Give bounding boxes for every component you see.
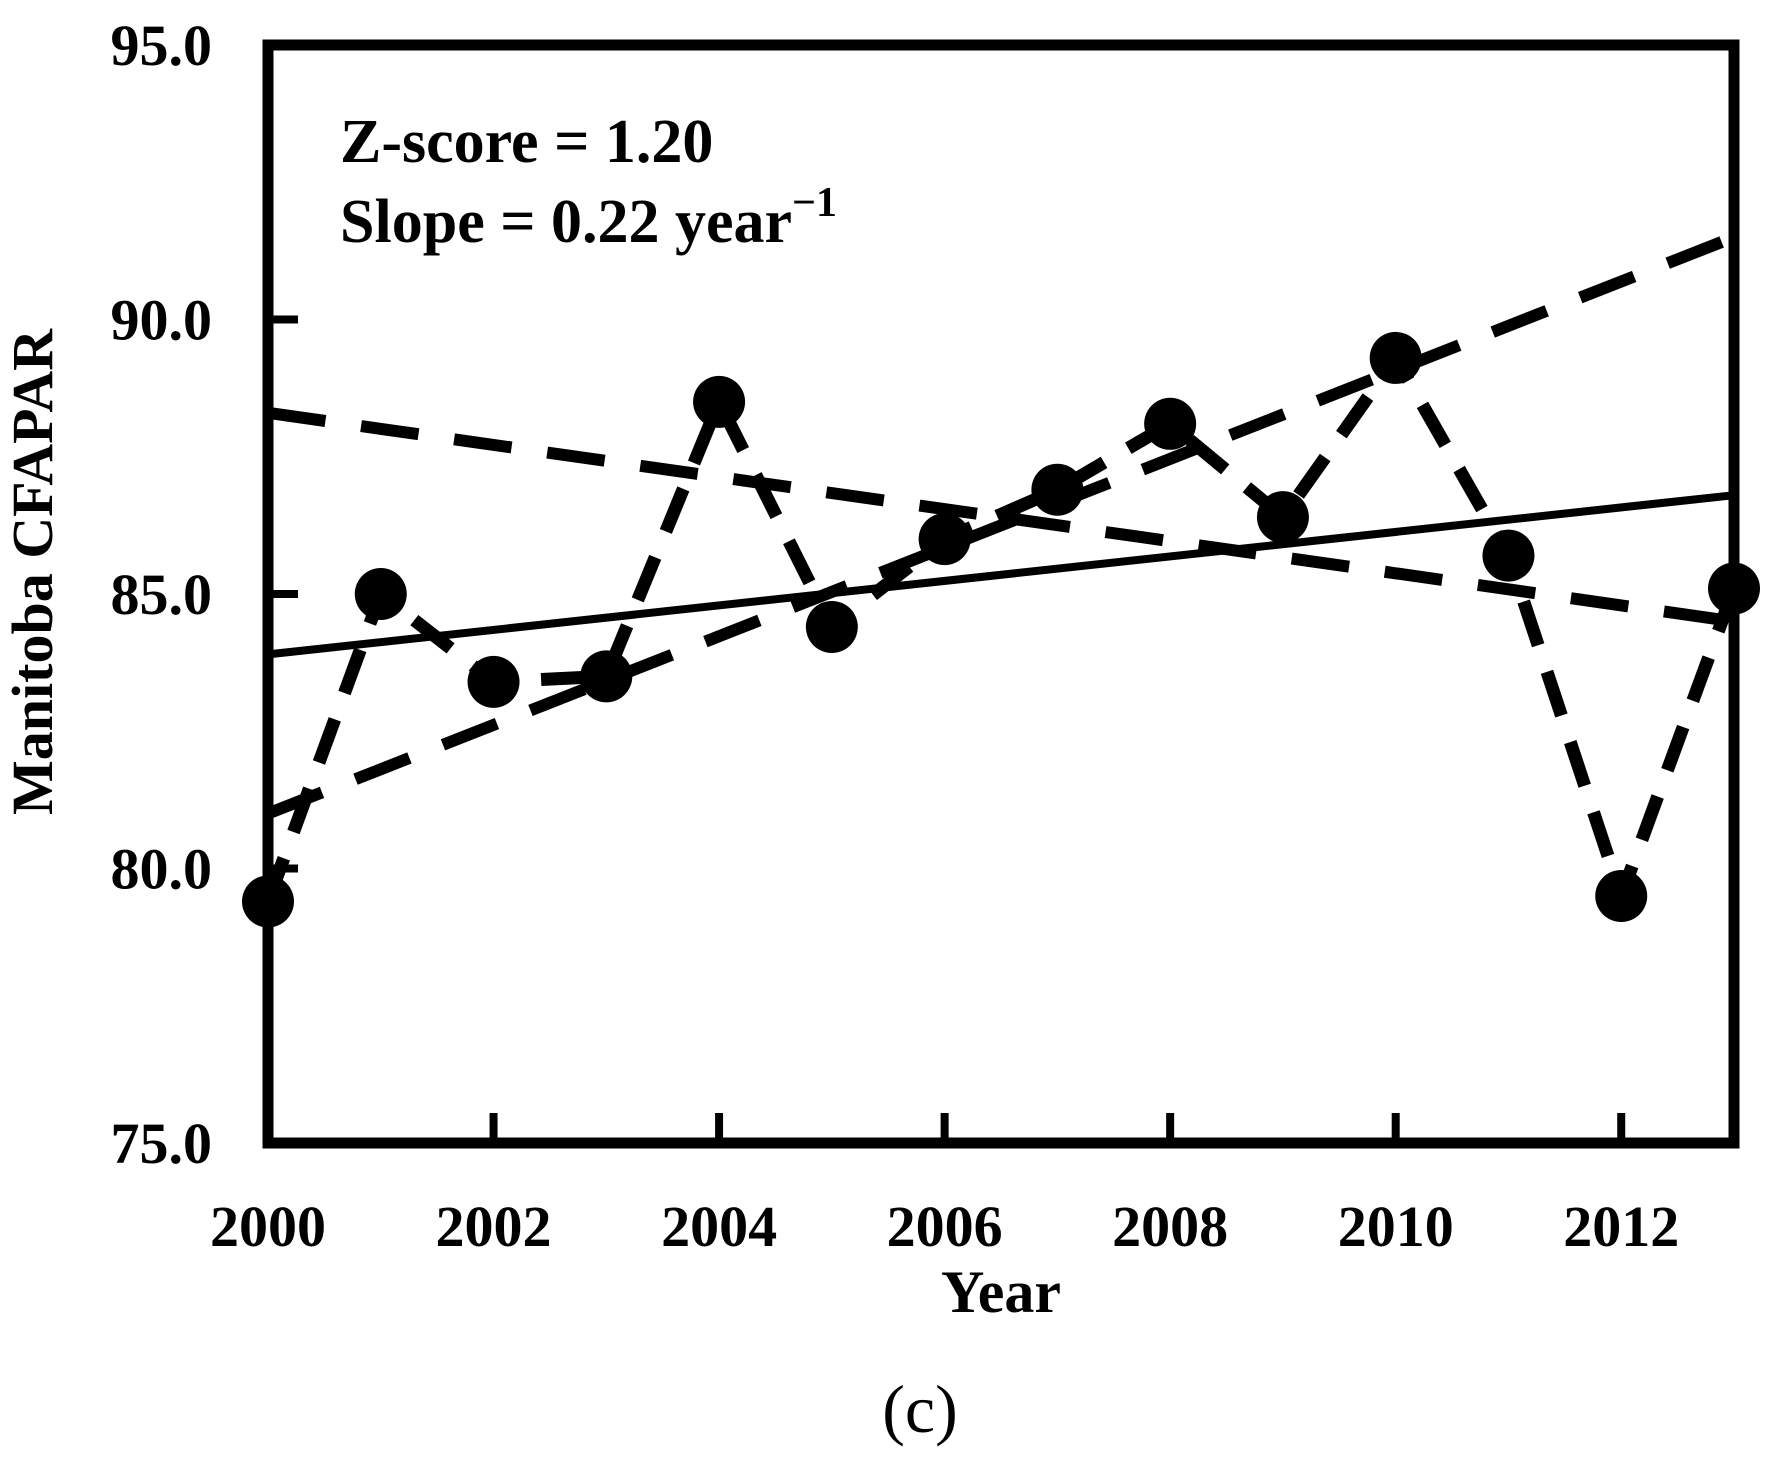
x-tick-label-2002: 2002 [436,1194,552,1259]
figure-caption: (c) [882,1371,957,1447]
x-axis-title: Year [941,1259,1061,1325]
annotation-slope-main: Slope = 0.22 year [340,188,792,256]
data-point-2012 [1595,869,1648,922]
x-tick-label-2006: 2006 [887,1194,1003,1259]
y-tick-label-75: 75.0 [111,1111,213,1176]
annotation-zscore: Z-score = 1.20 [340,108,713,176]
x-tick-label-2010: 2010 [1338,1194,1454,1259]
data-point-2003 [580,650,633,703]
trend-line-upper-envelope-trend [265,231,1737,820]
x-tick-label-2008: 2008 [1112,1194,1228,1259]
annotation-slope: Slope = 0.22 year−1 [340,180,837,256]
data-point-2004 [693,375,746,428]
data-point-2008 [1144,397,1197,450]
data-point-2001 [354,568,407,620]
data-point-2011 [1482,529,1535,582]
x-tick-label-2004: 2004 [661,1194,777,1259]
trend-line-lower-envelope-trend [267,406,1735,628]
plot-area: 75.0 80.0 85.0 90.0 95.0 2000 2002 2004 2006 2008… [111,13,1760,1259]
data-point-2009 [1256,491,1309,544]
data-point-2005 [805,600,858,653]
trend-line-overall-linear-trend [267,491,1735,659]
y-tick-label-85: 85.0 [111,562,213,627]
data-point-2006 [918,513,971,566]
data-point-2013 [1708,562,1760,615]
y-tick-label-95: 95.0 [111,13,213,78]
data-point-2002 [467,655,520,708]
annotation-slope-superscript: −1 [792,180,837,226]
y-tick-label-90: 90.0 [111,288,213,353]
x-tick-label-2000: 2000 [210,1194,326,1259]
data-point-2000 [242,875,294,928]
y-tick-label-80: 80.0 [111,837,213,902]
data-point-2007 [1031,463,1084,516]
x-tick-label-2012: 2012 [1563,1194,1679,1259]
y-axis-title: Manitoba CFAPAR [0,328,65,815]
data-point-2010 [1369,331,1422,384]
